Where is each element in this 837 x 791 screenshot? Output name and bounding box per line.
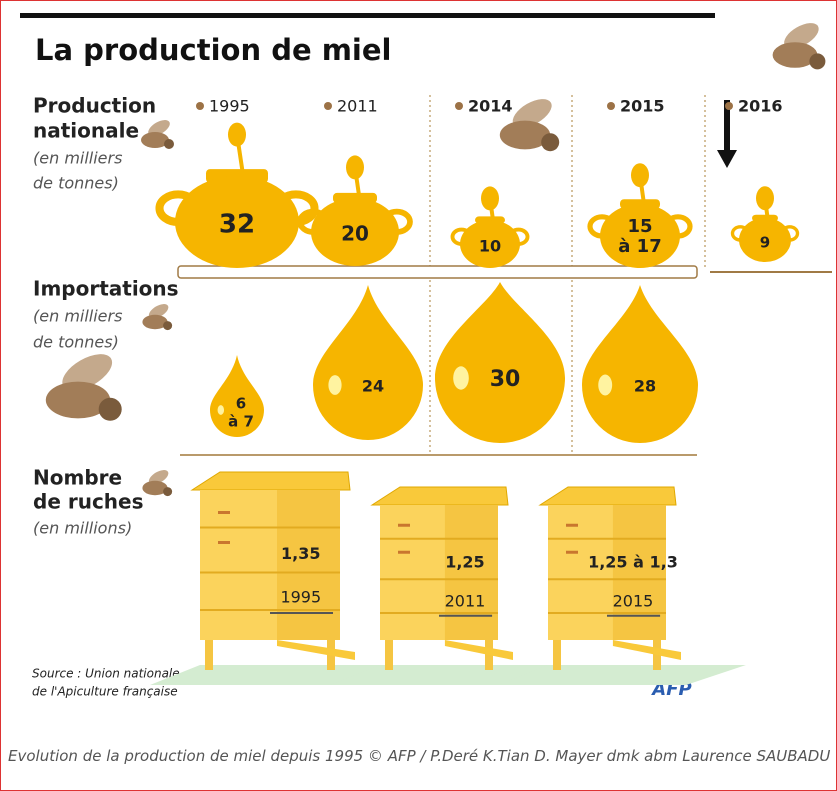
year-label: 1995 (209, 97, 250, 116)
bee (142, 301, 172, 330)
year-dot (725, 102, 733, 110)
bee (142, 467, 172, 496)
hive-ramp (445, 640, 513, 660)
hive-leg (553, 640, 561, 670)
section-unit: (en milliers (33, 307, 122, 326)
hive-front (613, 505, 666, 640)
drop-value: 30 (490, 367, 521, 392)
down-arrow (717, 100, 737, 168)
hive-year: 2011 (445, 592, 486, 611)
pot-value: 15 (627, 216, 652, 237)
honey-drop (582, 285, 698, 443)
caption: Evolution de la production de miel depui… (8, 742, 837, 770)
section-label: de ruches (33, 490, 144, 514)
hive-year: 1995 (280, 588, 321, 607)
year-dot (607, 102, 615, 110)
pot-value: à 17 (618, 236, 661, 257)
year-label: 2014 (468, 97, 513, 116)
drop-shine (328, 375, 341, 395)
infographic: La production de miel Production nationa… (0, 0, 837, 740)
year-dot (324, 102, 332, 110)
drop-shine (218, 405, 224, 415)
drop-value: 28 (634, 377, 656, 396)
honey-drop (313, 285, 423, 440)
section-unit: (en millions) (33, 519, 132, 538)
honey-pot (300, 155, 410, 266)
bee (46, 347, 122, 421)
drop-value: à 7 (228, 413, 254, 431)
pot-value: 9 (760, 234, 770, 252)
year-label: 2015 (620, 97, 665, 116)
drop-shine (453, 366, 469, 389)
source: de l'Apiculture française (32, 685, 178, 699)
hive-leg (385, 640, 393, 670)
beehive: 1,25 à 1,3 2015 (498, 487, 746, 685)
dipper-head (756, 186, 774, 210)
hive-ramp (613, 640, 681, 660)
hive-value: 1,35 (281, 544, 320, 563)
dipper-head (228, 123, 246, 147)
year-label: 2011 (337, 97, 378, 116)
title: La production de miel (35, 33, 391, 67)
bee-head (163, 487, 172, 496)
year-dot (455, 102, 463, 110)
section-label: nationale (33, 119, 139, 143)
dipper-head (481, 186, 499, 210)
section-label: Production (33, 94, 156, 118)
section-unit: de tonnes) (33, 174, 119, 193)
page: La production de miel Production nationa… (0, 0, 837, 791)
hive-roof (372, 487, 508, 505)
pot-value: 20 (341, 222, 369, 246)
pot-value: 32 (219, 210, 255, 240)
honey-pot (453, 186, 528, 268)
year-dot (196, 102, 204, 110)
hive-front (277, 490, 340, 640)
hive-leg (205, 640, 213, 670)
hive-roof (192, 472, 350, 490)
bee-head (541, 133, 559, 151)
hive-year: 2015 (613, 592, 654, 611)
honey-drop (435, 282, 565, 443)
section-label: Importations (33, 277, 179, 301)
drop-value: 6 (236, 395, 246, 413)
section-unit: de tonnes) (33, 333, 119, 352)
bee-head (164, 139, 174, 149)
bee-head (163, 321, 172, 330)
drop-shine (598, 375, 612, 396)
shelf (178, 266, 697, 278)
hive-value: 1,25 (445, 553, 484, 572)
dipper-head (346, 155, 364, 179)
section-unit: (en milliers (33, 149, 122, 168)
hive-ramp (277, 640, 355, 660)
hive-roof (540, 487, 676, 505)
beehive: 1,25 2011 (330, 487, 578, 685)
bee (141, 117, 174, 149)
pot-value: 10 (479, 237, 501, 256)
bee-head (809, 53, 825, 69)
dipper-head (631, 163, 649, 187)
top-bar (20, 13, 715, 18)
honey-pot (160, 123, 315, 268)
hive-value: 1,25 à 1,3 (588, 553, 678, 572)
bee (773, 18, 826, 70)
section-label: Nombre (33, 466, 122, 490)
bee-head (99, 398, 122, 421)
hive-front (445, 505, 498, 640)
source: Source : Union nationale (32, 667, 180, 681)
drop-value: 24 (362, 377, 384, 396)
year-label: 2016 (738, 97, 783, 116)
